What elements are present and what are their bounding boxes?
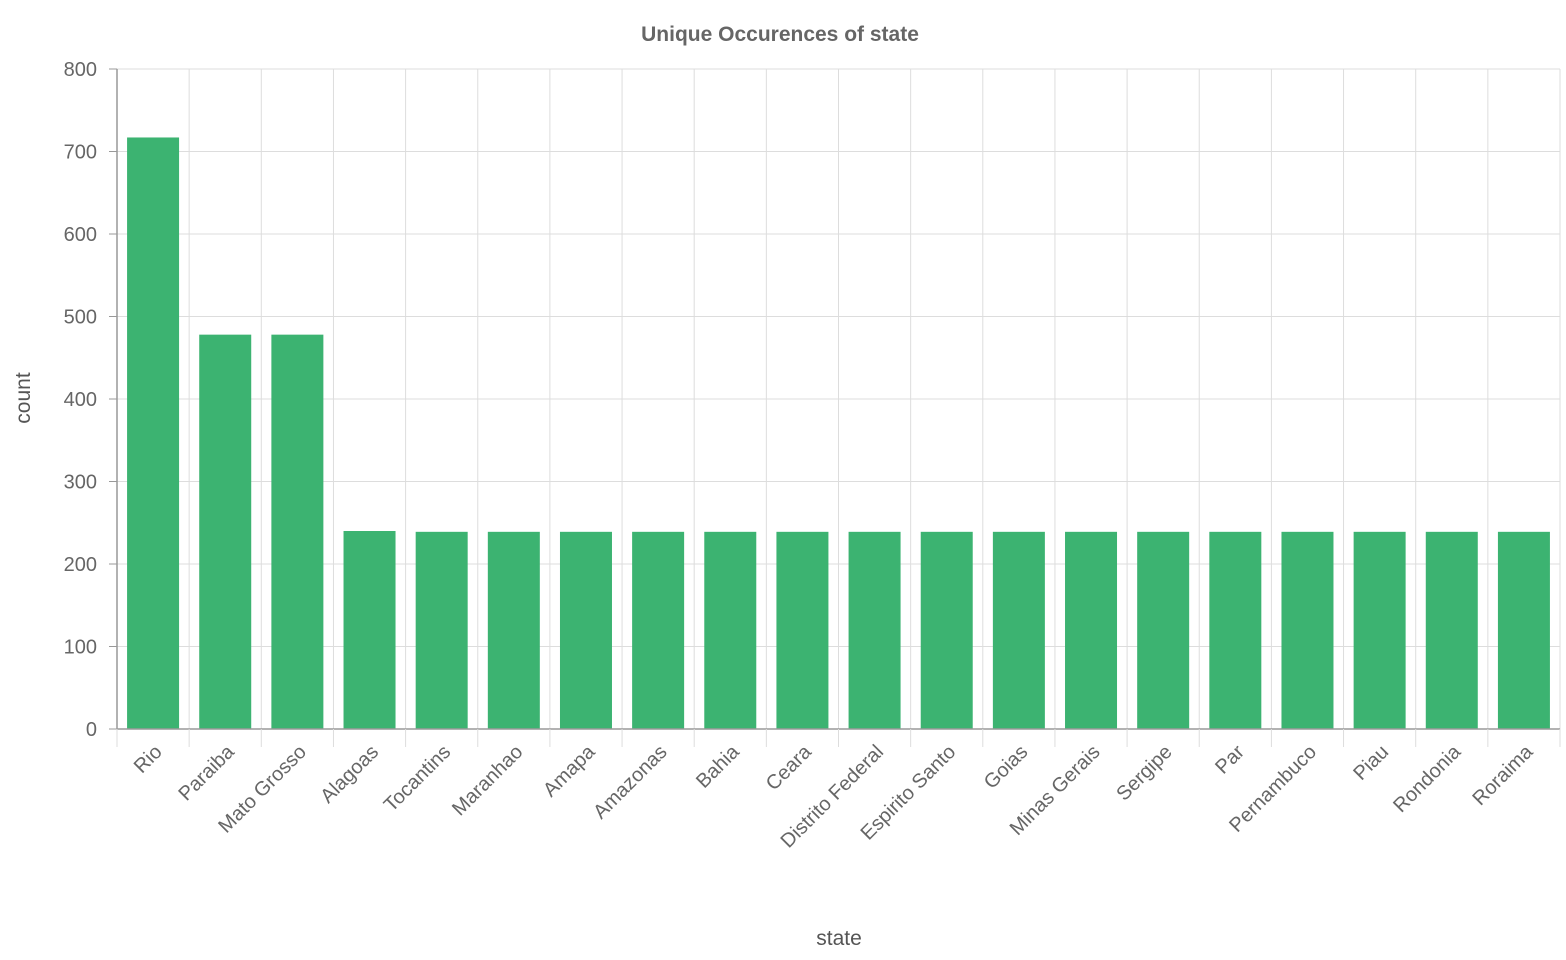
bar — [1425, 531, 1478, 729]
x-tick-label: Amapa — [539, 740, 600, 801]
chart-title: Unique Occurences of state — [641, 23, 919, 46]
axes-layer — [109, 68, 1561, 747]
y-tick-label: 700 — [64, 142, 97, 164]
x-tick-label: Ceara — [762, 740, 817, 795]
bar — [559, 531, 612, 729]
y-tick-label: 500 — [64, 307, 97, 329]
y-axis-title: count — [12, 372, 35, 424]
bar — [1281, 531, 1334, 729]
y-tick-label: 200 — [64, 554, 97, 576]
y-tick-labels: 0 100 200 300 400 500 600 700 800 — [64, 59, 97, 741]
y-tick-label: 600 — [64, 224, 97, 246]
x-tick-label: Rio — [130, 741, 167, 778]
y-tick-label: 100 — [64, 637, 97, 659]
bar — [1209, 531, 1262, 729]
bar — [271, 334, 324, 729]
bar — [1137, 531, 1190, 729]
bar — [992, 531, 1045, 729]
bar — [632, 531, 685, 729]
x-tick-label: Rondonia — [1389, 740, 1466, 817]
x-axis-title: state — [816, 927, 862, 950]
bar — [199, 334, 252, 729]
y-tick-label: 800 — [64, 59, 97, 81]
y-tick-label: 0 — [86, 719, 97, 741]
x-tick-label: Goias — [980, 741, 1033, 794]
x-tick-label: Roraima — [1468, 740, 1538, 810]
y-tick-label: 400 — [64, 389, 97, 411]
x-tick-label: Sergipe — [1112, 741, 1176, 805]
bar — [776, 531, 829, 729]
x-tick-label: Amazonas — [589, 741, 671, 823]
grid-layer — [117, 68, 1561, 729]
x-tick-label: Paraiba — [174, 740, 239, 805]
bar — [127, 137, 180, 730]
bar — [704, 531, 757, 729]
x-tick-label: Piau — [1349, 741, 1393, 785]
bar — [1065, 531, 1118, 729]
x-tick-label: Tocantins — [380, 741, 455, 816]
bar — [343, 531, 396, 729]
x-tick-label: Alagoas — [316, 741, 383, 808]
bar — [1497, 531, 1550, 729]
x-tick-label: Par — [1211, 741, 1249, 779]
bar — [848, 531, 901, 729]
bar — [415, 531, 468, 729]
bar — [487, 531, 540, 729]
bars-layer — [127, 137, 1550, 730]
bar — [920, 531, 973, 729]
x-tick-label: Maranhao — [448, 741, 527, 820]
bar — [1353, 531, 1406, 729]
x-tick-label: Bahia — [692, 740, 744, 792]
y-tick-label: 300 — [64, 472, 97, 494]
